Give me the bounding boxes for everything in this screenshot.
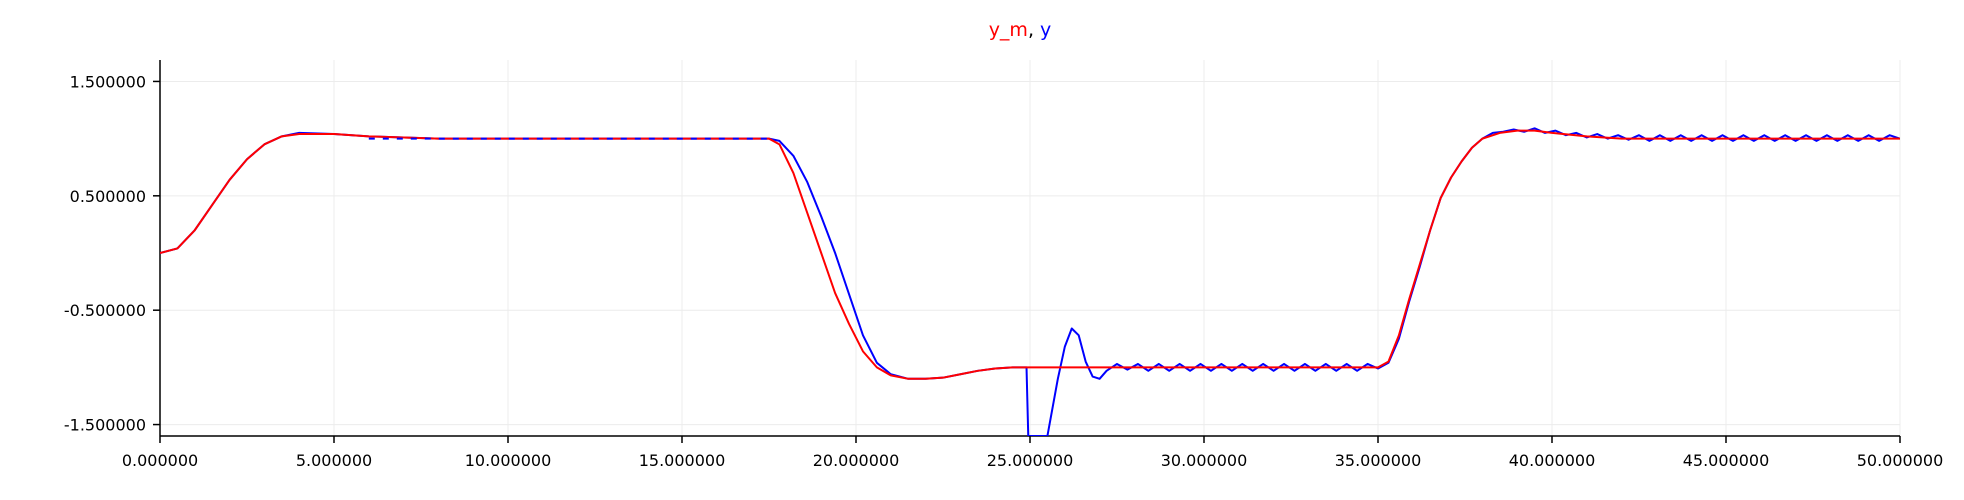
chart-title-part: , bbox=[1028, 19, 1040, 41]
x-tick-label: 20.000000 bbox=[813, 451, 900, 470]
x-tick-label: 40.000000 bbox=[1509, 451, 1596, 470]
x-tick-label: 5.000000 bbox=[296, 451, 372, 470]
x-tick-label: 15.000000 bbox=[639, 451, 726, 470]
y-tick-label: 1.500000 bbox=[70, 72, 146, 91]
x-tick-label: 25.000000 bbox=[987, 451, 1074, 470]
x-tick-label: 45.000000 bbox=[1683, 451, 1770, 470]
series-lines bbox=[160, 127, 1900, 436]
grid-lines bbox=[159, 60, 1901, 436]
x-axis-ticks: 0.000000 5.000000 10.000000 15.000000 20.000… bbox=[122, 436, 1943, 470]
x-tick-label: 0.000000 bbox=[122, 451, 198, 470]
x-tick-label: 30.000000 bbox=[1161, 451, 1248, 470]
chart-title: y_m, y bbox=[989, 19, 1052, 41]
y-tick-label: -0.500000 bbox=[64, 301, 146, 320]
x-tick-label: 10.000000 bbox=[465, 451, 552, 470]
series-line-y-m bbox=[160, 129, 1900, 380]
y-tick-label: -1.500000 bbox=[64, 416, 146, 435]
y-axis-ticks: 1.500000 0.500000 -0.500000 -1.500000 bbox=[64, 72, 160, 435]
x-tick-label: 35.000000 bbox=[1335, 451, 1422, 470]
y-tick-label: 0.500000 bbox=[70, 187, 146, 206]
chart-title-part: y_m bbox=[989, 19, 1028, 41]
x-tick-label: 50.000000 bbox=[1857, 451, 1944, 470]
chart-title-part: y bbox=[1040, 19, 1051, 41]
